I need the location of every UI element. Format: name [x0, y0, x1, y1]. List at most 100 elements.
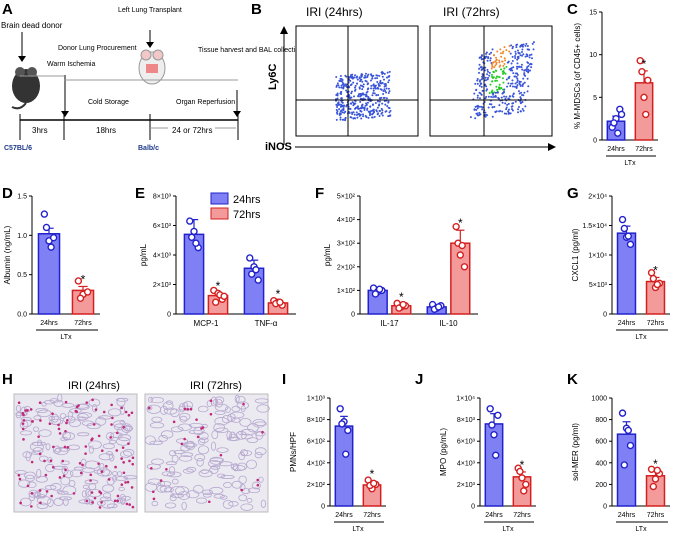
- recipient-mouse-icon: [138, 49, 166, 85]
- y-tick-label: 0: [603, 504, 607, 511]
- flow-dot: [528, 54, 531, 57]
- significance-star: *: [276, 287, 281, 301]
- stained-cell: [150, 467, 153, 470]
- tissue-cell: [230, 463, 238, 470]
- y-tick-label: 0.0: [17, 312, 27, 319]
- data-point: [516, 467, 524, 476]
- data-point: [614, 129, 622, 137]
- flow-dot: [357, 95, 360, 98]
- flow-dot: [352, 111, 355, 114]
- stained-cell: [128, 503, 131, 506]
- flow-dot: [524, 105, 527, 108]
- data-point: [220, 292, 228, 300]
- flow-dot: [361, 80, 364, 83]
- flow-dot: [479, 56, 482, 59]
- tissue-cell: [159, 405, 168, 415]
- tissue-cell: [78, 412, 93, 419]
- group-label: LTx: [60, 334, 72, 341]
- tissue-cell: [60, 437, 69, 442]
- stained-cell: [219, 453, 223, 457]
- lung-mark: [146, 64, 158, 73]
- data-point: [636, 56, 644, 65]
- flow-dot: [491, 61, 494, 64]
- tissue-cell: [150, 396, 164, 404]
- stained-cell: [98, 490, 101, 494]
- flow-dot: [355, 106, 358, 109]
- stained-cell: [84, 452, 87, 455]
- data-point: [276, 298, 284, 306]
- flow-dot: [501, 60, 504, 63]
- data-point: [187, 233, 196, 242]
- harvest-arrow-head: [233, 111, 241, 117]
- tissue-cell: [36, 468, 42, 479]
- tissue-cell: [37, 495, 52, 506]
- stained-cell: [66, 419, 69, 422]
- flow-dot: [367, 116, 370, 119]
- flow-dot: [352, 76, 355, 79]
- flow-dot: [360, 93, 363, 96]
- flow-dot: [514, 100, 517, 103]
- flow-dot: [480, 68, 483, 71]
- y-tick-label: 4×10²: [307, 460, 326, 467]
- tissue-cell: [144, 482, 158, 492]
- flow-dot: [365, 80, 368, 83]
- flow-dot: [486, 70, 489, 73]
- flow-dot: [491, 75, 494, 78]
- flow-dot: [338, 79, 341, 82]
- flow-dot: [376, 100, 379, 103]
- flow-dot: [505, 95, 508, 98]
- stained-cell: [79, 471, 83, 475]
- histology-texture-24: [15, 393, 138, 509]
- panel-b: B IRI (24hrs) IRI (72hrs) Ly6C iNOS: [251, 1, 556, 153]
- flow-dot: [495, 75, 498, 78]
- histo-title-24: IRI (24hrs): [68, 380, 120, 392]
- flow-density-72: [469, 41, 535, 120]
- tissue-cell: [179, 415, 188, 423]
- flow-dot: [516, 81, 519, 84]
- flow-dot: [368, 114, 371, 117]
- flow-dot: [519, 100, 522, 103]
- stained-cell: [189, 407, 193, 411]
- stained-cell: [209, 399, 213, 403]
- flow-dot: [335, 93, 338, 96]
- chart-c: C 0 5 10 15 % M-MDSCs (of CD45+ cells) 24hrs * 7…: [567, 1, 658, 167]
- tissue-cell: [214, 396, 225, 404]
- y-axis-label: sol-MER (pg/ml): [571, 423, 580, 481]
- flow-dot: [364, 95, 367, 98]
- flow-dot: [525, 42, 528, 45]
- flow-dot: [519, 54, 522, 57]
- y-tick-label: 1000: [591, 396, 607, 403]
- stained-cell: [102, 410, 106, 414]
- tissue-cell: [182, 468, 194, 474]
- y-tick-label: 2×10⁴: [588, 194, 607, 201]
- flow-dot: [349, 79, 352, 82]
- tissue-cell: [99, 496, 112, 502]
- tissue-cell: [45, 463, 55, 473]
- histology-texture-72: [144, 394, 270, 511]
- data-point: [42, 223, 51, 232]
- tissue-cell: [81, 420, 94, 426]
- chart-f: F 0 1×10² 2×10² 3×10² 4×10² 5×10² pg/mL * IL-17 * I…: [315, 185, 478, 328]
- stained-cell: [120, 483, 124, 486]
- flow-dot: [501, 77, 504, 80]
- data-point: [460, 263, 469, 271]
- flow-dot: [481, 89, 484, 92]
- data-point: [338, 420, 346, 428]
- tissue-cell: [119, 493, 127, 504]
- data-point: [342, 450, 350, 458]
- cold-label: Cold Storage: [88, 99, 129, 106]
- tissue-cell: [228, 501, 239, 507]
- flow-dot: [484, 115, 487, 118]
- flow-dot: [522, 53, 525, 56]
- chart-i: I 0 2×10² 4×10² 6×10² 8×10² 1×10³ PMNs/HPF 24hrs…: [282, 371, 386, 533]
- stained-cell: [114, 465, 117, 469]
- flow-dot: [513, 85, 516, 88]
- y-tick-label: 0: [593, 138, 597, 145]
- tissue-cell: [213, 493, 225, 499]
- data-point: [520, 487, 528, 495]
- flow-dot: [519, 85, 522, 88]
- tissue-cell: [197, 405, 209, 413]
- flow-dot: [503, 57, 506, 60]
- flow-dot: [481, 73, 484, 76]
- x-tick-label: MCP-1: [194, 319, 219, 328]
